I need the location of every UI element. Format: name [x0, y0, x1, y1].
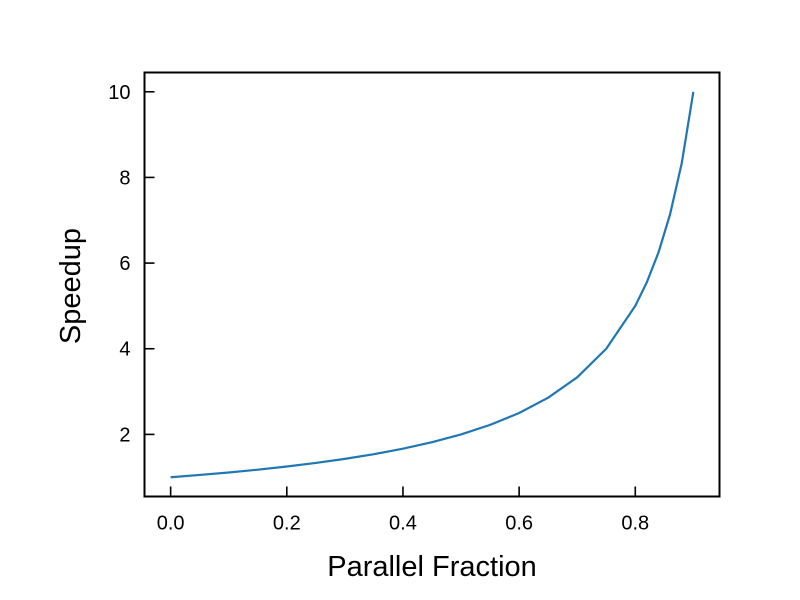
y-axis: 2 4 6 8 10 [108, 82, 155, 446]
x-tick-label: 0.0 [157, 513, 185, 535]
series-line-0 [170, 91, 695, 479]
x-tick-label: 0.8 [621, 513, 649, 535]
y-tick-label: 2 [119, 424, 130, 446]
y-tick-label: 4 [119, 339, 130, 361]
y-tick-label: 10 [108, 82, 130, 104]
x-tick-label: 0.2 [273, 513, 301, 535]
plot-frame [143, 71, 721, 498]
x-tick-label: 0.6 [505, 513, 533, 535]
y-tick-label: 8 [119, 167, 130, 189]
x-tick-label: 0.4 [389, 513, 417, 535]
y-axis-label: Speedup [55, 228, 87, 344]
series-layer [170, 91, 695, 479]
x-axis: 0.0 0.2 0.4 0.6 0.8 [157, 486, 649, 535]
y-tick-label: 6 [119, 253, 130, 275]
x-axis-label: Parallel Fraction [327, 551, 537, 583]
